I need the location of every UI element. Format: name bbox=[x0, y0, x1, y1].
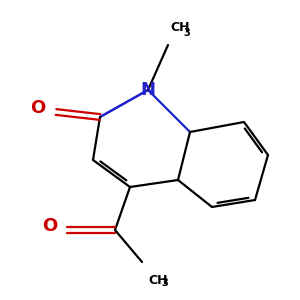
Text: O: O bbox=[42, 217, 58, 235]
Text: 3: 3 bbox=[183, 28, 190, 38]
Text: N: N bbox=[140, 81, 155, 99]
Text: O: O bbox=[30, 99, 46, 117]
Text: CH: CH bbox=[170, 21, 190, 34]
Text: 3: 3 bbox=[161, 278, 168, 288]
Text: CH: CH bbox=[148, 274, 167, 287]
